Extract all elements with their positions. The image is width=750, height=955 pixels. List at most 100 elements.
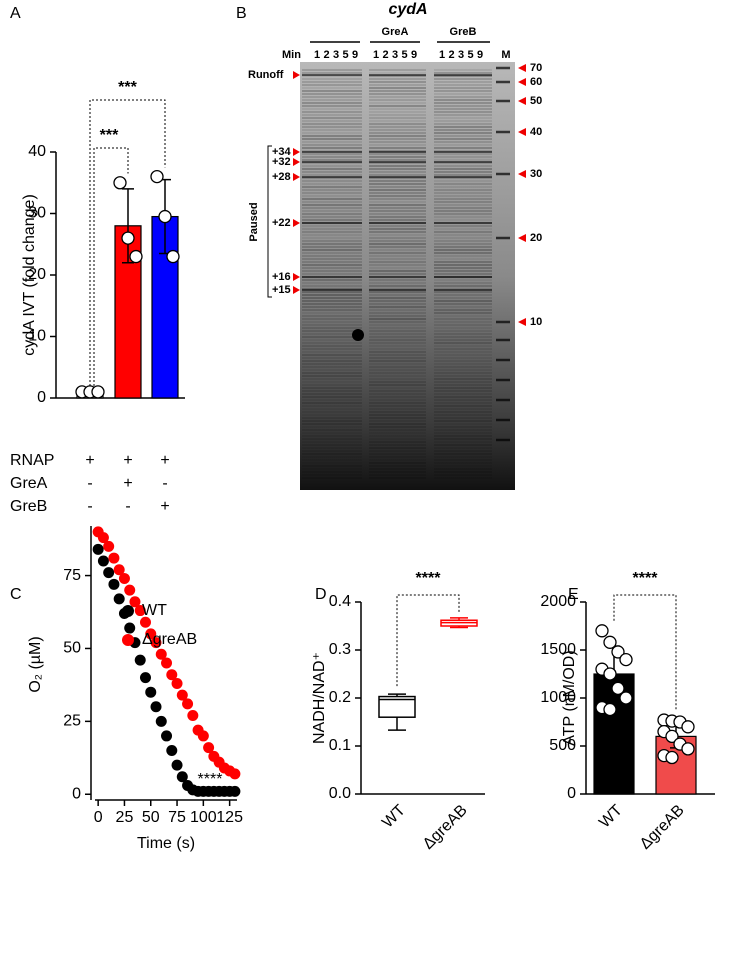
band-label: Runoff xyxy=(248,69,284,81)
gel-title: cydA xyxy=(388,1,427,18)
data-point xyxy=(166,669,178,681)
lane-number: 9 xyxy=(352,49,358,61)
data-point xyxy=(113,593,125,605)
band-label: +22 xyxy=(272,217,291,229)
lane-number: 5 xyxy=(401,49,407,61)
y-tick-label: 30 xyxy=(28,205,46,222)
error-bar xyxy=(122,188,134,264)
data-point xyxy=(197,730,209,742)
lane-number: 1 xyxy=(373,49,379,61)
marker-size: 10 xyxy=(530,316,542,328)
condition-sign: + xyxy=(123,452,132,469)
bracket-label: Paused xyxy=(248,202,260,241)
legend-marker xyxy=(122,605,134,617)
x-tick-label: ΔgreAB xyxy=(420,802,471,853)
band-arrow xyxy=(293,158,300,166)
data-point xyxy=(603,667,617,681)
min-label: Min xyxy=(282,49,301,61)
data-point xyxy=(129,249,143,264)
data-point xyxy=(108,552,120,564)
data-point xyxy=(91,385,105,399)
band-label: +16 xyxy=(272,271,291,283)
marker-arrow xyxy=(518,170,526,178)
panel-label: B xyxy=(236,5,247,22)
y-tick-label: 0.3 xyxy=(329,641,351,658)
y-axis-title: NADH/NAD⁺ xyxy=(311,652,328,744)
data-point xyxy=(681,720,695,734)
x-tick-label: ΔgreAB xyxy=(637,802,688,853)
significance: **** xyxy=(416,570,442,587)
panel-label: D xyxy=(315,586,327,603)
data-point xyxy=(113,176,127,190)
data-point xyxy=(145,628,157,640)
significance: **** xyxy=(198,771,223,788)
condition-sign: + xyxy=(85,452,94,469)
data-point xyxy=(187,710,199,722)
y-tick-label: 1000 xyxy=(540,689,576,706)
marker-size: 40 xyxy=(530,126,542,138)
condition-name: GreB xyxy=(10,498,47,515)
data-point xyxy=(103,567,115,579)
marker-arrow xyxy=(518,78,526,86)
panel-label: A xyxy=(10,5,21,22)
panel-label: C xyxy=(10,586,22,603)
band-label: +28 xyxy=(272,171,291,183)
data-point xyxy=(166,249,180,264)
data-point xyxy=(97,555,109,567)
data-point xyxy=(619,691,633,705)
data-point xyxy=(134,605,146,617)
condition-sign: - xyxy=(125,498,130,515)
lane-number: 2 xyxy=(448,49,454,61)
data-point xyxy=(150,169,164,184)
band-arrow xyxy=(293,273,300,281)
y-tick-label: 0.1 xyxy=(329,737,351,754)
lane-group-label: GreB xyxy=(450,26,477,38)
data-point xyxy=(166,745,178,757)
marker-size: 60 xyxy=(530,76,542,88)
y-tick-label: 0.2 xyxy=(329,689,351,706)
y-axis-title: O₂ (µM) xyxy=(27,636,44,692)
y-tick-label: 75 xyxy=(63,567,81,584)
data-point xyxy=(124,584,136,596)
significance-bracket xyxy=(613,594,677,711)
data-point xyxy=(155,715,167,727)
condition-sign: - xyxy=(87,498,92,515)
condition-sign: - xyxy=(87,475,92,492)
y-tick-label: 50 xyxy=(63,640,81,657)
paused-bracket xyxy=(267,145,272,298)
significance: *** xyxy=(100,127,119,144)
band-label: +34 xyxy=(272,146,292,158)
y-axis-title: ATP (nM/OD) xyxy=(561,650,578,745)
condition-sign: + xyxy=(160,498,169,515)
data-point xyxy=(171,759,183,771)
data-point xyxy=(665,729,679,744)
data-point xyxy=(229,785,241,797)
data-point xyxy=(203,742,215,754)
marker-arrow xyxy=(518,318,526,326)
lane-number: 5 xyxy=(342,49,348,61)
y-tick-label: 500 xyxy=(549,737,576,754)
band-arrow xyxy=(293,286,300,294)
significance-bracket xyxy=(396,594,460,687)
lane-number: 3 xyxy=(333,49,339,61)
data-point xyxy=(603,635,617,649)
data-point xyxy=(182,698,194,710)
data-point xyxy=(129,596,141,608)
data-point xyxy=(108,578,120,590)
data-point xyxy=(118,572,130,584)
data-point xyxy=(611,681,625,696)
y-tick-label: 0 xyxy=(72,785,81,802)
lane-number: 2 xyxy=(382,49,388,61)
box xyxy=(378,695,416,718)
data-point xyxy=(92,543,104,555)
marker-size: 50 xyxy=(530,95,542,107)
y-tick-label: 0 xyxy=(567,785,576,802)
lane-number: 1 xyxy=(439,49,445,61)
whisker-low xyxy=(388,717,406,731)
x-axis-title: Time (s) xyxy=(137,835,195,852)
condition-sign: - xyxy=(162,475,167,492)
significance: **** xyxy=(633,570,659,587)
x-tick-label: 50 xyxy=(142,809,160,826)
lane-number: 1 xyxy=(314,49,320,61)
